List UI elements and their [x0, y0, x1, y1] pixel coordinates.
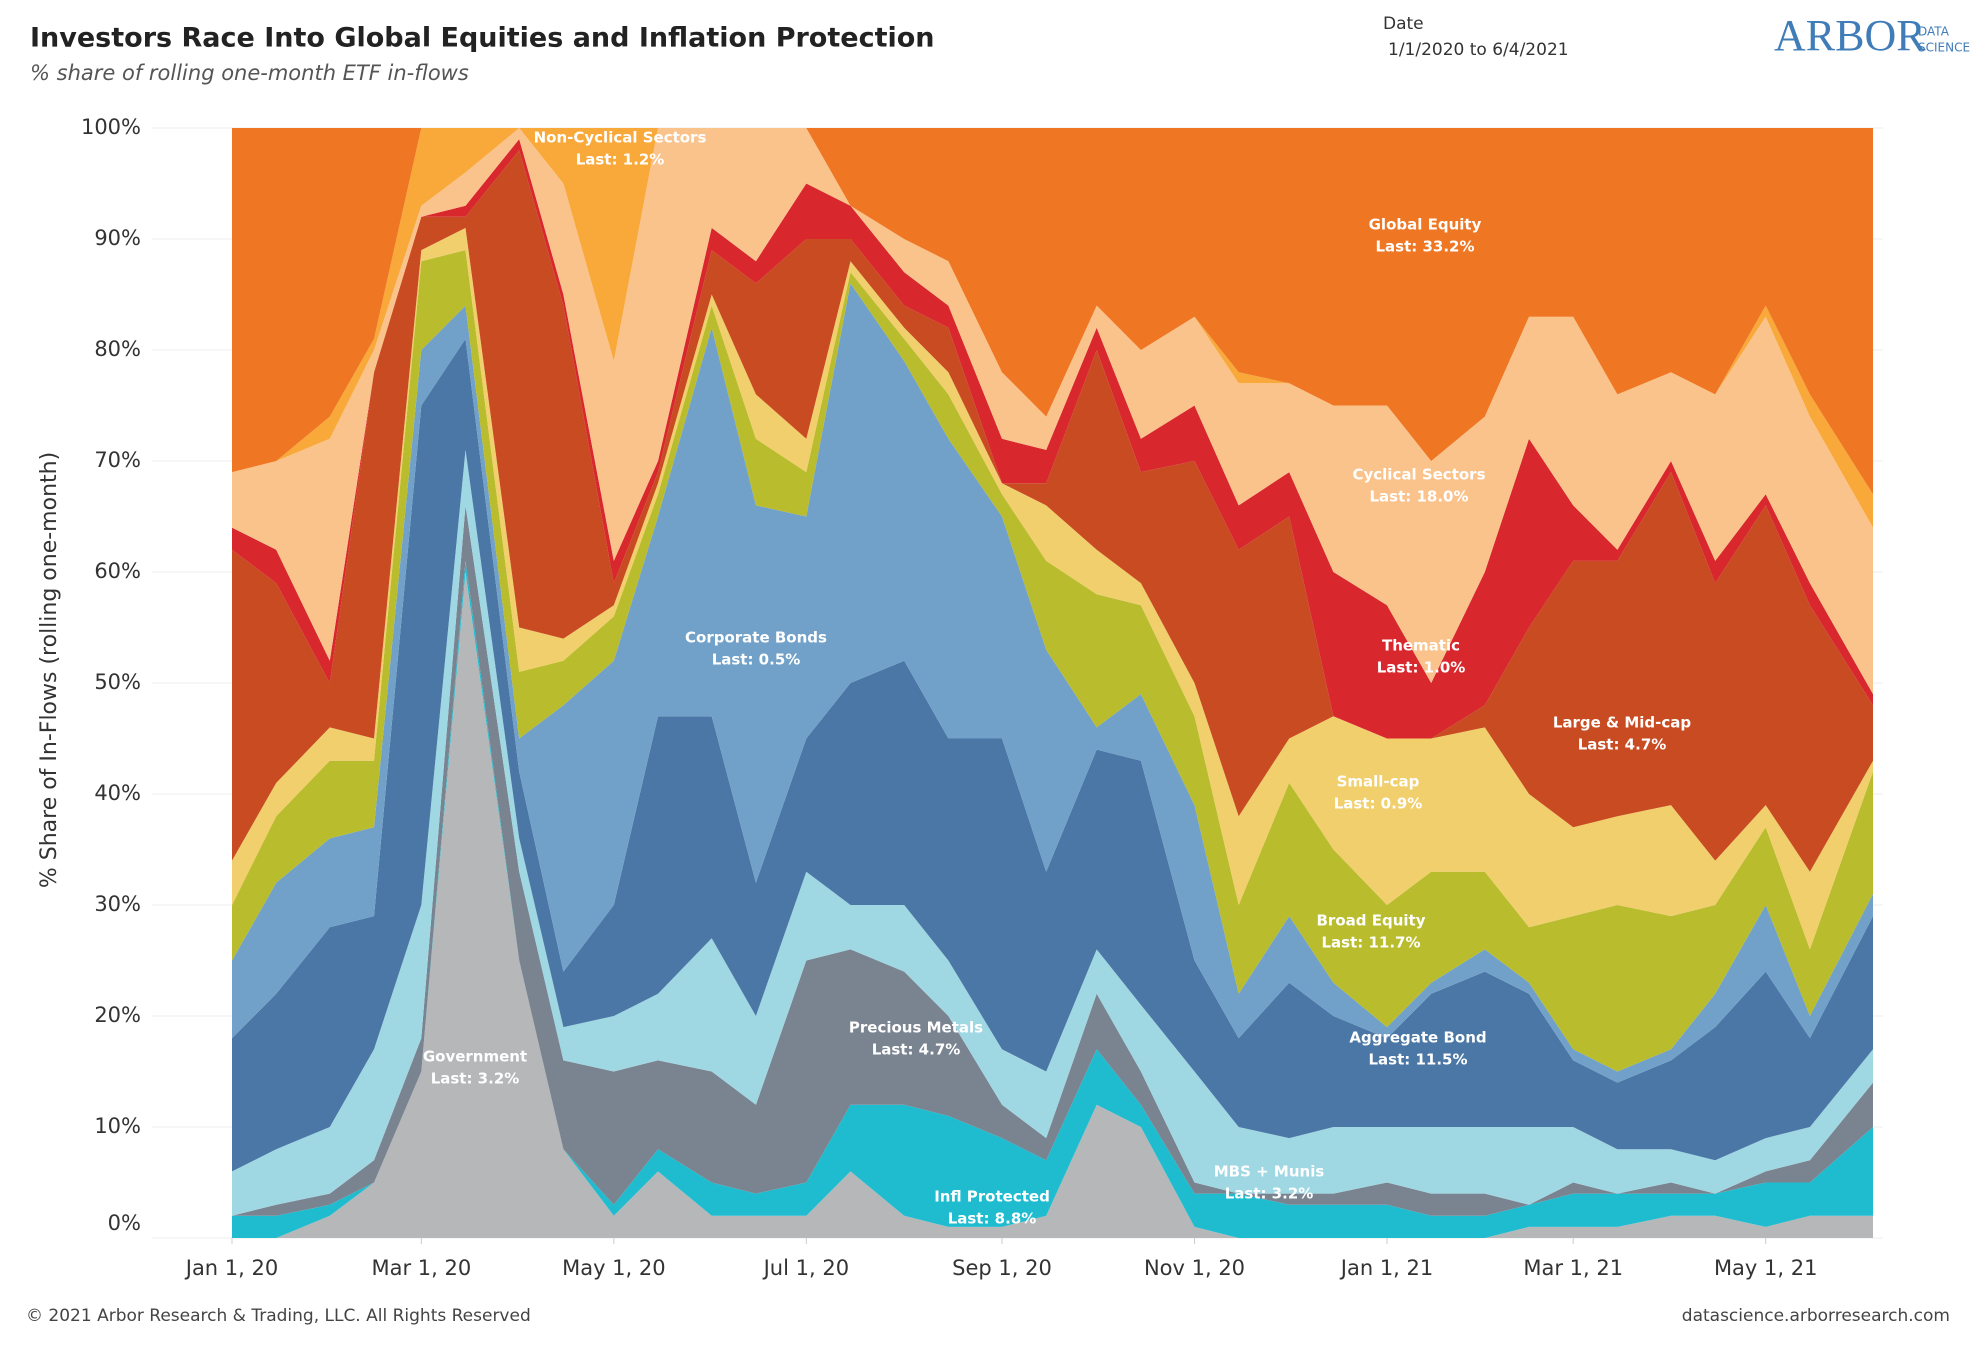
logo-sub: DATA	[1918, 25, 1950, 39]
area	[232, 572, 1873, 1238]
y-tick-label: 10%	[94, 1114, 141, 1138]
source-url: datascience.arborresearch.com	[1682, 1306, 1950, 1326]
series-last: Last: 8.8%	[948, 1210, 1037, 1228]
x-tick-label: Jan 1, 21	[1339, 1256, 1433, 1280]
logo: ARBOR	[1774, 11, 1926, 60]
x-tick-label: May 1, 21	[1714, 1256, 1818, 1280]
area	[232, 449, 1873, 1216]
series-last: Last: 3.2%	[431, 1070, 520, 1088]
area	[232, 250, 1873, 1072]
series-name: Corporate Bonds	[685, 629, 827, 647]
y-tick-label: 50%	[94, 670, 141, 694]
series-last: Last: 11.5%	[1368, 1051, 1467, 1069]
annotations: Government Last: 3.2% Infl Protected Last: …	[423, 129, 1692, 1228]
series-name: MBS + Munis	[1214, 1163, 1325, 1181]
area	[232, 283, 1873, 1083]
area	[232, 128, 1873, 695]
y-tick-label: 40%	[94, 781, 141, 805]
series-last: Last: 33.2%	[1375, 238, 1474, 256]
y-tick-label: 90%	[94, 226, 141, 250]
date-caption: Date	[1383, 14, 1424, 34]
series-last: Last: 4.7%	[872, 1041, 961, 1059]
x-tick-label: Jan 1, 20	[184, 1256, 278, 1280]
plot-area	[232, 128, 1873, 1238]
series-name: Cyclical Sectors	[1352, 466, 1485, 484]
y-tick-label: 60%	[94, 559, 141, 583]
x-tick-label: Nov 1, 20	[1144, 1256, 1245, 1280]
series-last: Last: 3.2%	[1225, 1185, 1314, 1203]
area	[232, 227, 1873, 950]
logo-sub: SCIENCE	[1918, 41, 1970, 55]
series-last: Last: 1.2%	[576, 151, 665, 169]
y-tick-label: 80%	[94, 337, 141, 361]
series-name: Large & Mid-cap	[1553, 714, 1692, 732]
series-name: Broad Equity	[1317, 912, 1426, 930]
x-tick-label: May 1, 20	[562, 1256, 666, 1280]
area	[232, 128, 1873, 495]
series-name: Aggregate Bond	[1349, 1029, 1486, 1047]
series-last: Last: 0.5%	[712, 651, 801, 669]
series-name: Non-Cyclical Sectors	[534, 129, 707, 147]
date-range: 1/1/2020 to 6/4/2021	[1388, 40, 1569, 60]
y-tick-label: 100%	[81, 115, 141, 139]
series-last: Last: 18.0%	[1369, 488, 1468, 506]
series-last: Last: 4.7%	[1578, 736, 1667, 754]
series-name: Government	[423, 1048, 527, 1066]
area	[232, 139, 1873, 739]
area	[232, 338, 1873, 1172]
y-tick-label: 20%	[94, 1003, 141, 1027]
series-name: Small-cap	[1337, 773, 1420, 791]
chart-subtitle: % share of rolling one-month ETF in-flow…	[30, 61, 469, 85]
x-tick-label: Sep 1, 20	[952, 1256, 1052, 1280]
x-tick-label: Mar 1, 20	[371, 1256, 471, 1280]
series-last: Last: 1.0%	[1377, 659, 1466, 677]
y-tick-label: 0%	[108, 1211, 141, 1235]
series-name: Infl Protected	[934, 1188, 1050, 1206]
x-tick-label: Mar 1, 21	[1523, 1256, 1623, 1280]
series-name: Precious Metals	[849, 1019, 983, 1037]
chart-title: Investors Race Into Global Equities and …	[30, 23, 935, 54]
series-last: Last: 0.9%	[1334, 795, 1423, 813]
y-tick-label: 70%	[94, 448, 141, 472]
x-tick-label: Jul 1, 20	[762, 1256, 849, 1280]
series-last: Last: 11.7%	[1321, 934, 1420, 952]
y-tick-label: 30%	[94, 892, 141, 916]
copyright: © 2021 Arbor Research & Trading, LLC. Al…	[26, 1306, 531, 1326]
series-name: Global Equity	[1369, 216, 1482, 234]
series-name: Thematic	[1382, 637, 1460, 655]
y-axis-title: % Share of In-Flows (rolling one-month)	[37, 452, 62, 888]
area	[232, 150, 1873, 872]
